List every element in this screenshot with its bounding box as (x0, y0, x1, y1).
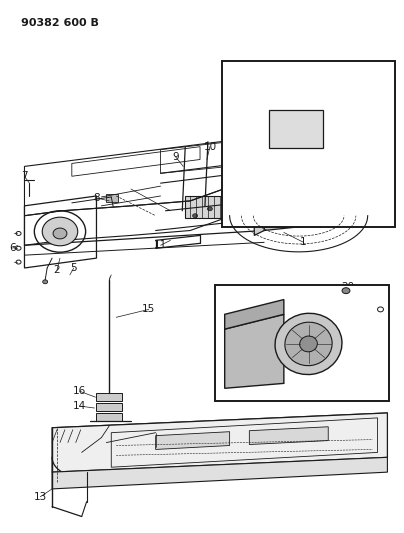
Text: 11: 11 (154, 240, 167, 251)
Text: 5: 5 (70, 263, 77, 273)
Polygon shape (249, 427, 328, 445)
Text: 1: 1 (300, 237, 307, 247)
Text: 18: 18 (359, 349, 372, 359)
Polygon shape (225, 314, 284, 389)
Text: 90382 600 B: 90382 600 B (21, 19, 99, 28)
Polygon shape (52, 457, 387, 489)
Ellipse shape (43, 280, 48, 284)
Text: 6: 6 (9, 243, 16, 253)
Ellipse shape (285, 322, 332, 366)
Text: 17: 17 (341, 102, 355, 112)
Polygon shape (156, 432, 229, 449)
Text: 16: 16 (73, 386, 86, 396)
Ellipse shape (300, 336, 318, 352)
Ellipse shape (42, 217, 78, 246)
Text: 2: 2 (54, 265, 60, 275)
Bar (97, 413, 122, 421)
Text: 12: 12 (223, 144, 236, 155)
Text: 4: 4 (382, 204, 389, 214)
Polygon shape (264, 196, 358, 230)
Text: 15: 15 (142, 304, 156, 314)
Ellipse shape (342, 288, 350, 294)
Text: 10: 10 (203, 142, 217, 152)
Bar (215, 285, 389, 401)
Bar (106, 194, 118, 202)
Bar (97, 393, 122, 401)
Text: 19: 19 (248, 381, 261, 391)
Text: 13: 13 (34, 492, 47, 502)
Ellipse shape (387, 221, 394, 226)
Text: 9: 9 (172, 151, 179, 161)
Text: 14: 14 (73, 401, 86, 411)
Ellipse shape (53, 228, 67, 239)
Polygon shape (52, 413, 387, 472)
Bar (269, 110, 323, 148)
Polygon shape (225, 300, 284, 329)
Text: 20: 20 (341, 282, 355, 292)
Ellipse shape (338, 206, 348, 216)
Ellipse shape (193, 214, 198, 217)
Bar (185, 196, 227, 217)
Text: 7: 7 (21, 171, 28, 181)
Ellipse shape (275, 313, 342, 375)
Bar (222, 61, 395, 227)
Ellipse shape (222, 204, 227, 208)
Ellipse shape (207, 207, 213, 211)
Polygon shape (264, 166, 358, 206)
Polygon shape (254, 176, 264, 236)
Text: 8: 8 (93, 193, 100, 203)
Bar (97, 403, 122, 411)
